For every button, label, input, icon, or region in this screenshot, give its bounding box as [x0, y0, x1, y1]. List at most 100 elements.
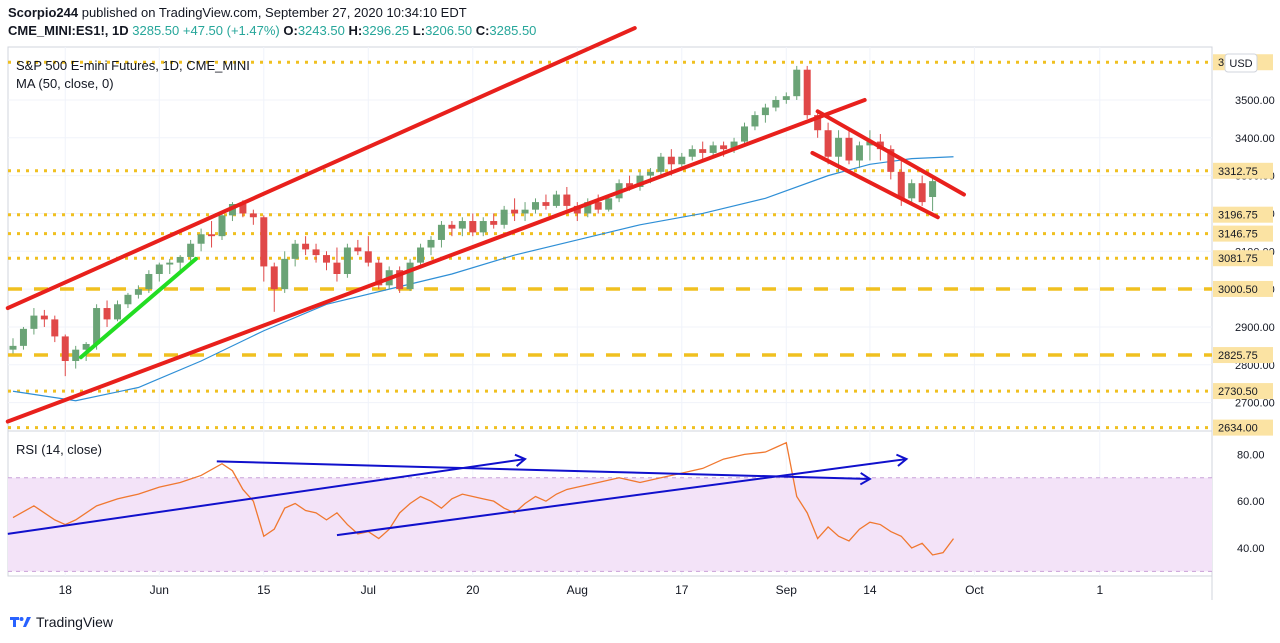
candle-body — [929, 181, 937, 198]
level-lines — [8, 60, 1212, 430]
rsi-arrow-head — [896, 453, 909, 467]
rsi-line-group — [12, 441, 955, 556]
published-text: published on TradingView.com, September … — [81, 5, 467, 20]
rsi-band — [8, 477, 1212, 572]
candle-body — [406, 262, 414, 290]
trendline — [815, 109, 966, 197]
trendline — [78, 256, 198, 360]
author-name[interactable]: Scorpio244 — [8, 5, 79, 20]
candle-body — [197, 234, 205, 244]
level-label: 3196.75 — [1218, 210, 1258, 222]
level-label: 2634.00 — [1218, 423, 1258, 435]
rsi-line — [12, 441, 955, 556]
candle-body — [751, 115, 759, 127]
candle-body — [490, 221, 498, 225]
candle-body — [542, 202, 550, 206]
time-tick-label: 15 — [257, 583, 271, 597]
candle-body — [626, 183, 634, 187]
rsi-arrow-line — [7, 458, 526, 535]
rsi-tick-label: 80.00 — [1237, 449, 1265, 461]
candle-body — [323, 255, 330, 263]
candle-body — [563, 194, 571, 206]
candle-body — [646, 171, 654, 176]
candle-body — [281, 258, 289, 290]
candle-body — [667, 156, 675, 165]
candle-body — [657, 156, 665, 172]
time-axis[interactable]: 18 Jun 15 Jul 20 Aug 17 Sep 14 Oct 1 — [59, 583, 1104, 597]
candle-body — [312, 249, 320, 256]
candle-body — [803, 69, 811, 116]
level-label: 3000.50 — [1218, 284, 1258, 296]
time-tick-label: 1 — [1096, 583, 1103, 597]
rsi-arrow-head — [859, 472, 872, 486]
candle-body — [824, 130, 832, 157]
high-label: H: — [348, 23, 363, 38]
candle-body — [720, 145, 728, 150]
candle-body — [93, 308, 101, 344]
ma-legend[interactable]: MA (50, close, 0) — [16, 76, 114, 91]
trendlines — [5, 26, 966, 424]
candle-body — [260, 217, 268, 267]
chart-title[interactable]: S&P 500 E-mini Futures, 1D, CME_MINI — [16, 58, 250, 73]
close-label: C: — [475, 23, 490, 38]
level-label: 2825.75 — [1218, 350, 1258, 362]
candle-body — [333, 262, 341, 274]
candle-body — [772, 99, 780, 108]
publish-line: Scorpio244 published on TradingView.com,… — [8, 5, 467, 20]
rsi-arrow-line — [336, 458, 907, 537]
candle-body — [239, 204, 247, 214]
trendline — [5, 26, 637, 311]
candle-body — [500, 209, 508, 225]
time-tick-label: Jun — [150, 583, 169, 597]
candle-body — [40, 315, 48, 320]
currency-label: USD — [1229, 58, 1252, 70]
candle-body — [427, 239, 435, 248]
level-label: 3312.75 — [1218, 166, 1258, 178]
candle-body — [532, 202, 539, 210]
candle-body — [302, 243, 310, 250]
candle-body — [61, 336, 69, 362]
candle-body — [855, 145, 863, 161]
rsi-tick-label: 40.00 — [1237, 543, 1265, 555]
candle-body — [761, 107, 769, 116]
ma-line — [12, 156, 954, 402]
price-tick-label: 2900.00 — [1235, 322, 1275, 334]
footer-brand[interactable]: TradingView — [36, 614, 114, 630]
level-label-box — [1213, 206, 1273, 223]
rsi-band-fill — [8, 477, 1212, 572]
time-tick-label: 18 — [59, 583, 73, 597]
level-label-box — [1213, 250, 1273, 267]
candle-body — [145, 273, 153, 290]
candle-body — [155, 264, 163, 274]
candle-body — [124, 294, 132, 305]
level-label-box — [1213, 225, 1273, 242]
price-pane[interactable] — [7, 46, 1213, 432]
footer: TradingView — [10, 614, 113, 630]
open-value: 3243.50 — [297, 23, 345, 38]
candle-body — [730, 141, 738, 150]
level-label-box — [1213, 419, 1273, 436]
candle-body — [866, 141, 874, 146]
currency-box[interactable] — [1224, 53, 1258, 73]
candle-body — [364, 251, 372, 263]
symbol-label[interactable]: CME_MINI:ES1!, 1D — [8, 23, 129, 38]
candle-body — [469, 221, 477, 233]
candle-body — [605, 198, 613, 210]
candle-body — [114, 304, 121, 320]
candle-body — [521, 209, 529, 214]
rsi-legend[interactable]: RSI (14, close) — [16, 442, 102, 457]
price-change: +47.50 (+1.47%) — [182, 23, 280, 38]
candle-body — [291, 243, 299, 259]
candle-body — [103, 308, 111, 320]
rsi-arrow-head — [514, 453, 527, 467]
candle-body — [176, 256, 184, 263]
candle-body — [166, 262, 174, 265]
candle-body — [82, 343, 90, 350]
trendline — [810, 150, 940, 220]
level-label-box — [1213, 162, 1273, 179]
time-tick-label: 17 — [675, 583, 689, 597]
candle-body — [30, 315, 38, 329]
time-tick-label: Jul — [361, 583, 376, 597]
candle-body — [396, 270, 404, 290]
